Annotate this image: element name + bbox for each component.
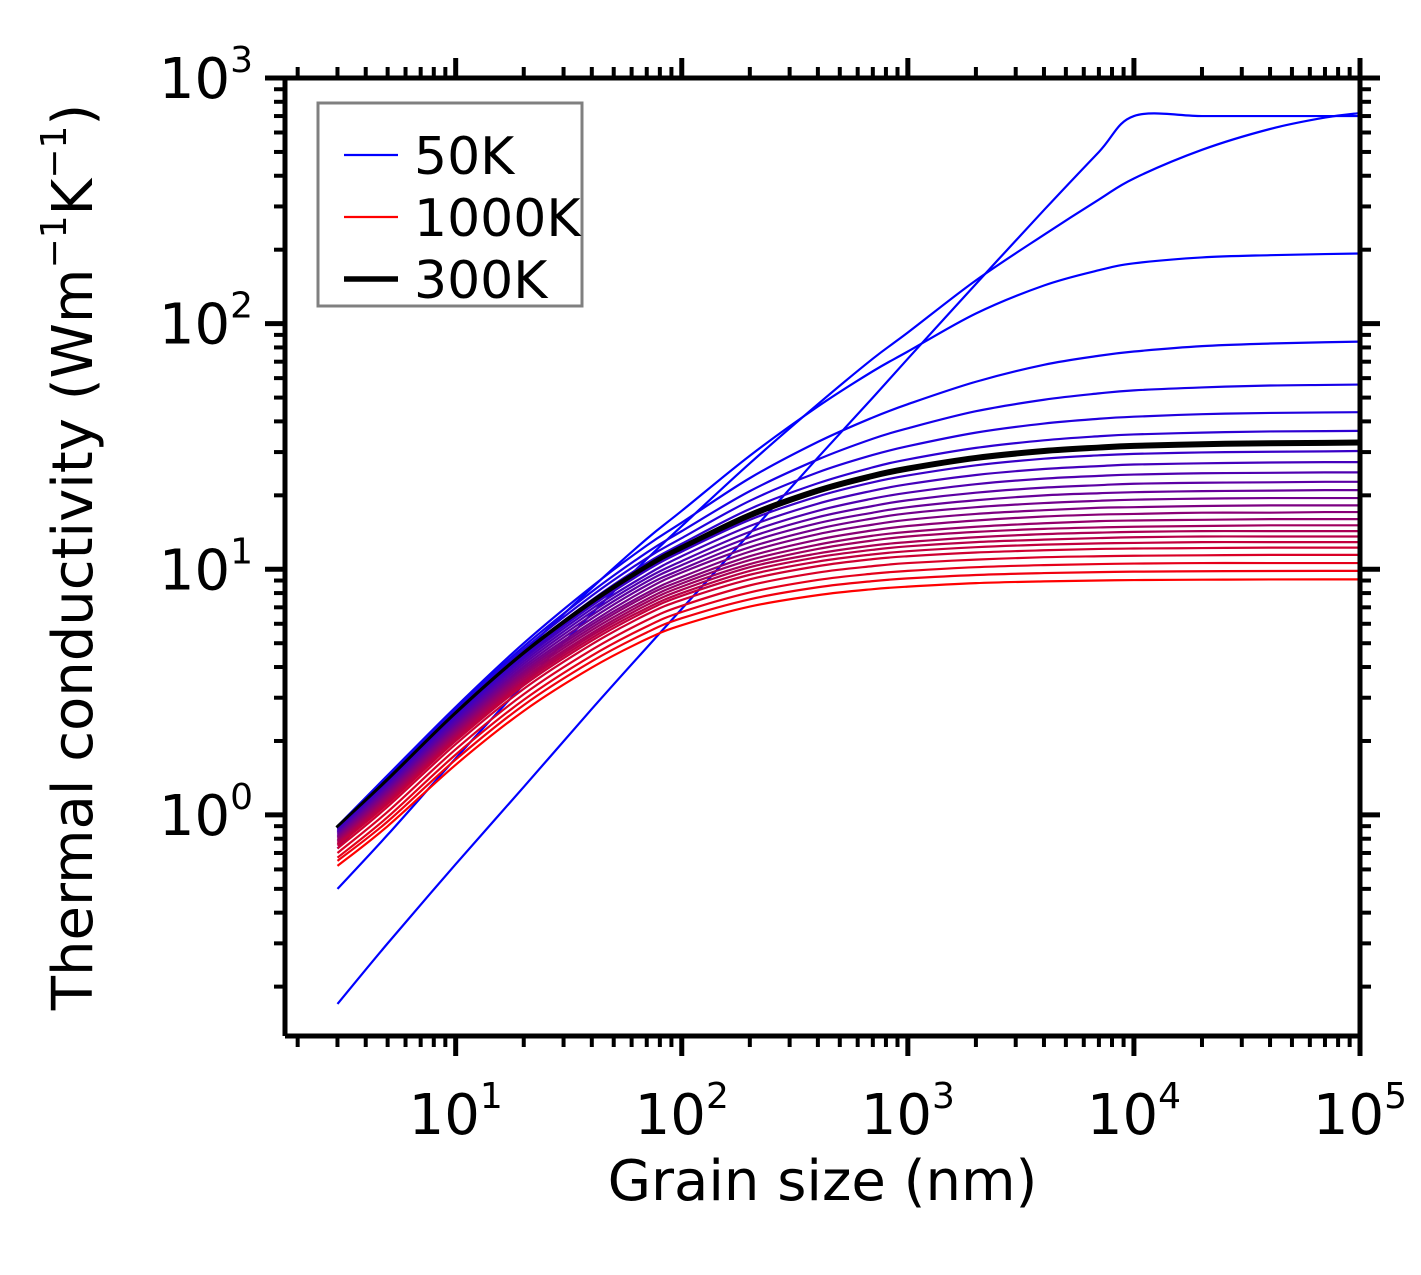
xtick-label-10³: 103 <box>861 1076 955 1148</box>
curve-t16 <box>336 529 1360 844</box>
curve-t21 <box>336 561 1360 859</box>
data-curves-layer <box>335 111 1360 1005</box>
curve-t3 <box>336 411 1360 829</box>
curve-t12 <box>336 504 1360 839</box>
curve-t11 <box>336 496 1360 837</box>
curve-t20 <box>336 553 1360 854</box>
xtick-label-10⁴: 104 <box>1087 1076 1181 1148</box>
ytick-label-10⁰: 100 <box>159 777 253 849</box>
curve-t22 <box>336 569 1360 862</box>
axes-layer <box>265 58 1380 1056</box>
ytick-label-10¹: 101 <box>159 531 253 603</box>
curve-t13 <box>336 510 1360 840</box>
legend-label-1000K: 1000K <box>414 189 582 249</box>
legend-label-50K: 50K <box>414 127 516 187</box>
legend-frame <box>316 101 584 308</box>
tick-labels-layer: 101 102 103 104 105 100 101 102 103 <box>159 40 1407 1148</box>
axis-titles-layer: Grain size (nm) Thermal conductivity (Wm−… <box>34 104 1037 1214</box>
legend-label-300K: 300K <box>414 251 549 311</box>
curve-50k <box>336 112 1360 1005</box>
curve-t15 <box>336 524 1360 843</box>
y-axis-title: Thermal conductivity (Wm−1K−1) <box>34 104 106 1011</box>
curve-t6 <box>336 449 1360 831</box>
curve-t7 <box>336 461 1360 832</box>
x-axis-title: Grain size (nm) <box>608 1149 1038 1214</box>
curve-t17 <box>336 535 1360 846</box>
xtick-label-10¹: 101 <box>409 1076 503 1148</box>
curve-t19 <box>336 546 1360 850</box>
xtick-label-10⁵: 105 <box>1313 1076 1407 1148</box>
ytick-label-10³: 103 <box>159 40 253 112</box>
xtick-label-10²: 102 <box>635 1076 729 1148</box>
curve-t14 <box>336 517 1360 841</box>
curve-t10 <box>336 488 1360 836</box>
curve-t1 <box>336 340 1360 827</box>
curve-t8 <box>336 471 1360 834</box>
curve-t18 <box>336 540 1360 847</box>
ytick-label-10²: 102 <box>159 286 253 358</box>
curve-t2 <box>336 383 1360 829</box>
curve-t5-300k-black <box>335 439 1360 831</box>
curve-1000k <box>336 578 1360 867</box>
curve-t9 <box>336 480 1360 835</box>
